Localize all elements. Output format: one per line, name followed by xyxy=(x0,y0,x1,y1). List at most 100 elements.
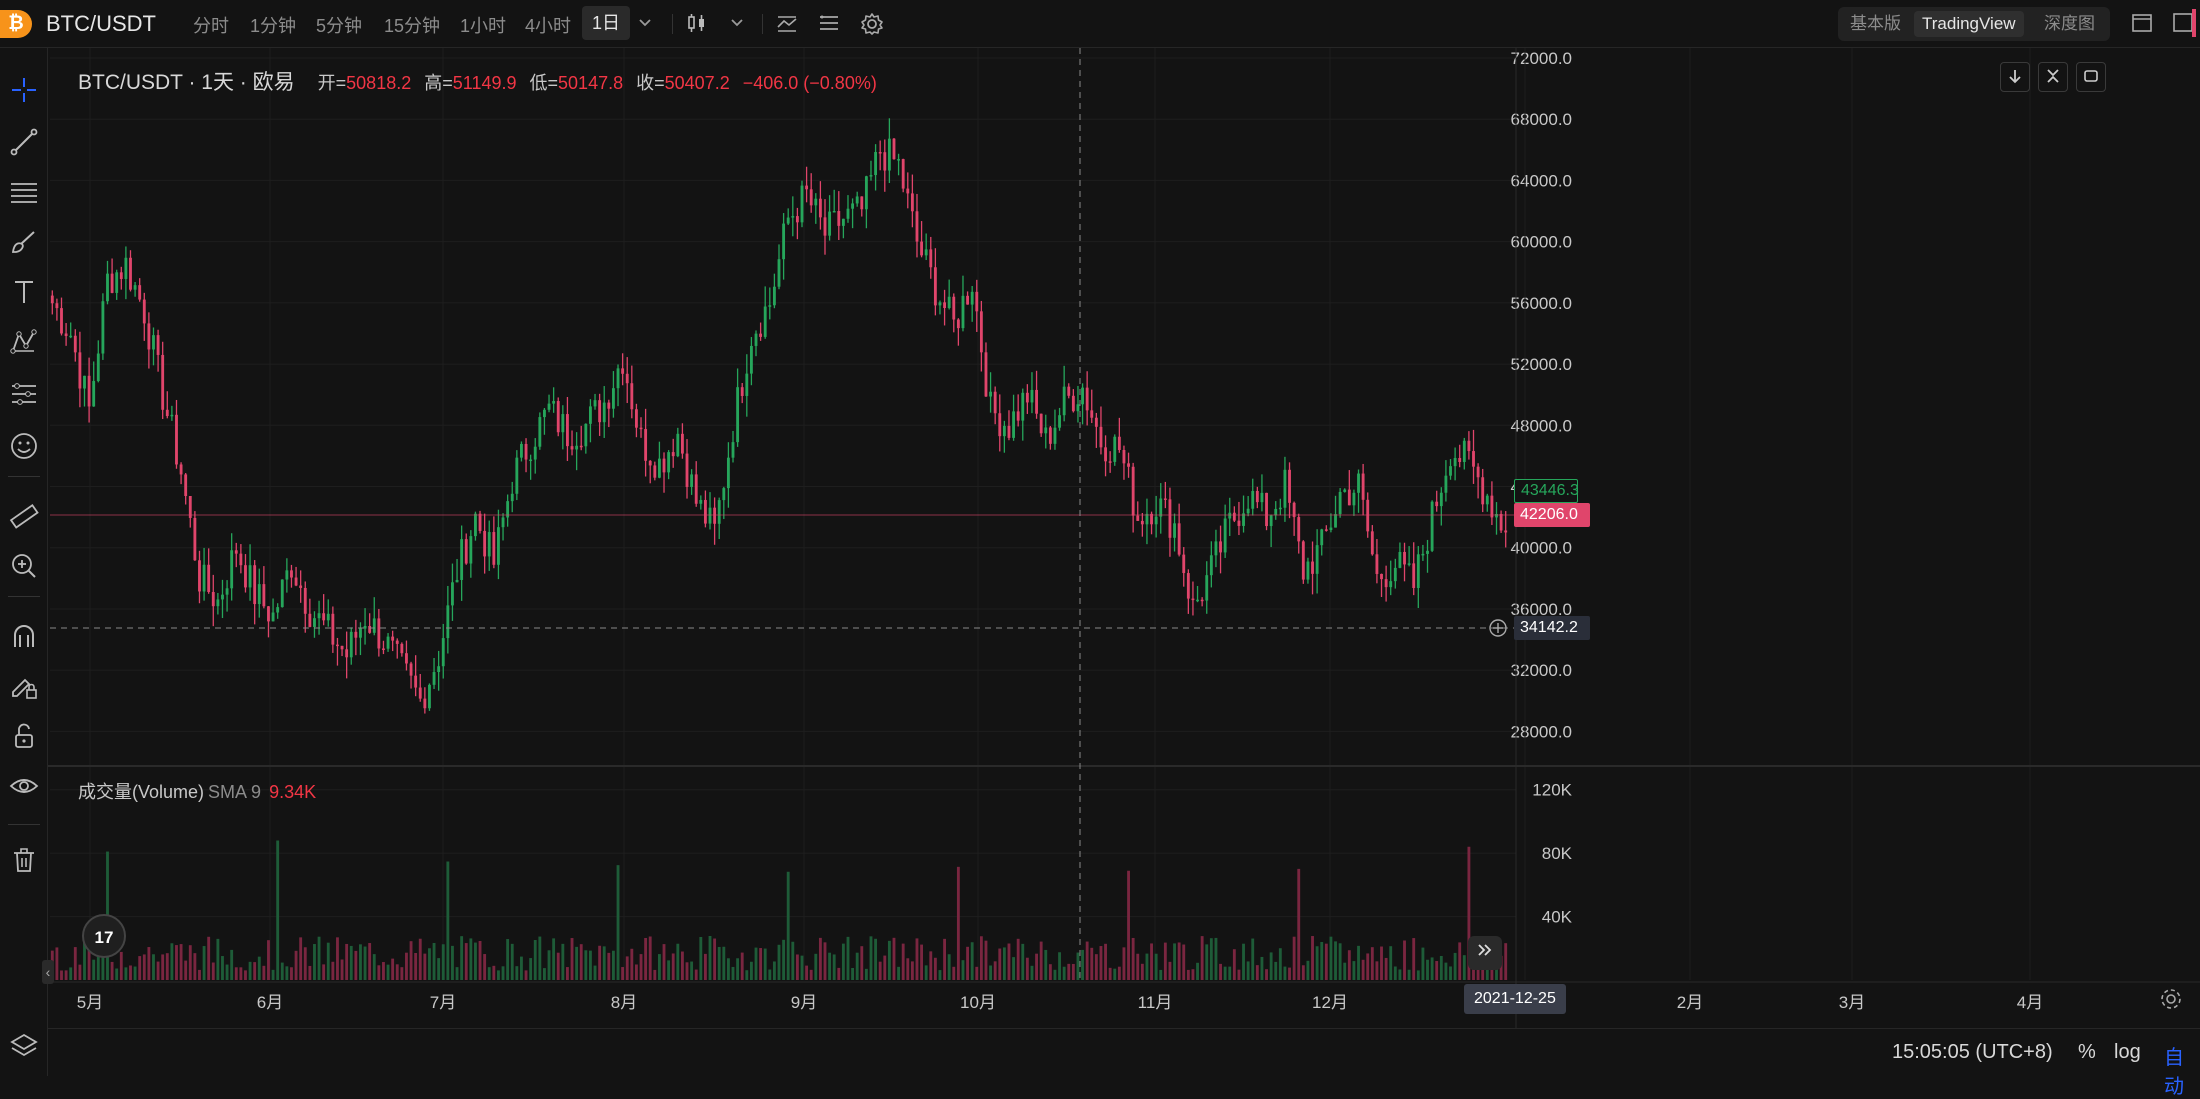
candle-body xyxy=(740,387,744,396)
pane-move-down-button[interactable] xyxy=(2000,62,2030,92)
timeframe-tick[interactable]: 分时 xyxy=(193,16,229,36)
eye-icon[interactable] xyxy=(4,766,44,806)
prediction-tool-icon[interactable] xyxy=(4,374,44,414)
timeframe-1d[interactable]: 1日 xyxy=(582,6,631,40)
timeframe-15m[interactable]: 15分钟 xyxy=(384,16,441,36)
toolbar-divider xyxy=(672,14,673,34)
pane-maximize-button[interactable] xyxy=(2076,62,2106,92)
stay-in-drawing-mode-icon[interactable] xyxy=(4,666,44,706)
candle-body xyxy=(267,606,270,622)
candle-body xyxy=(221,594,224,600)
volume-bar xyxy=(372,954,376,980)
volume-bar xyxy=(1117,966,1121,980)
candle-body xyxy=(308,613,312,627)
candlestick-chart[interactable]: 72000.0 68000.0 64000.0 60000.0 56000.0 52000… xyxy=(48,48,2200,1076)
candle-body xyxy=(96,353,100,382)
indicators-icon[interactable] xyxy=(776,12,798,40)
candle-body xyxy=(244,565,247,588)
layers-icon[interactable] xyxy=(4,1026,44,1066)
volume-bar xyxy=(345,943,349,980)
volume-bar xyxy=(1228,966,1232,980)
scroll-to-realtime-button[interactable] xyxy=(1468,936,1502,970)
ruler-tool-icon[interactable] xyxy=(4,496,44,536)
volume-bar xyxy=(405,952,408,980)
trend-line-tool-icon[interactable] xyxy=(4,122,44,162)
tradingview-logo-icon[interactable]: 17 xyxy=(82,914,126,958)
candle-type-icon[interactable] xyxy=(686,12,708,40)
emoji-tool-icon[interactable] xyxy=(4,426,44,466)
volume-bar xyxy=(506,939,510,980)
volume-bar xyxy=(368,943,372,980)
volume-bar xyxy=(924,965,928,980)
view-basic-tab[interactable]: 基本版 xyxy=(1850,14,1901,33)
volume-bar xyxy=(1435,961,1439,980)
volume-bar xyxy=(60,970,63,980)
clock-timezone[interactable]: 15:05:05 (UTC+8) xyxy=(1892,1041,2053,1063)
candle-body xyxy=(956,319,960,329)
pattern-tool-icon[interactable] xyxy=(4,322,44,362)
volume-bar xyxy=(1104,943,1107,980)
volume-bar xyxy=(1071,963,1075,980)
window-layout-icon[interactable] xyxy=(2130,11,2154,41)
fullscreen-icon[interactable] xyxy=(2172,9,2196,43)
view-switcher: 基本版 TradingView 深度图 xyxy=(1838,7,2110,41)
add-alert-plus-icon[interactable] xyxy=(1488,618,1508,638)
pane-collapse-button[interactable] xyxy=(2038,62,2068,92)
volume-bar xyxy=(1219,963,1222,980)
price-tick-label: 64000.0 xyxy=(1511,171,1572,190)
text-tool-icon[interactable] xyxy=(4,272,44,312)
legend-open-label: 开= xyxy=(317,73,347,93)
volume-bar xyxy=(754,947,758,980)
auto-scale-toggle[interactable]: 自动 xyxy=(2164,1047,2184,1098)
time-tick-label: 6月 xyxy=(257,993,283,1012)
collapse-toolbar-chevron-icon[interactable]: ‹ xyxy=(42,960,54,984)
candle-body xyxy=(1223,518,1227,553)
timeframe-1m[interactable]: 1分钟 xyxy=(250,16,297,36)
chart-settings-list-icon[interactable] xyxy=(818,12,840,40)
view-depth-tab[interactable]: 深度图 xyxy=(2044,14,2095,33)
volume-bar xyxy=(239,967,243,980)
view-tradingview-tab[interactable]: TradingView xyxy=(1914,11,2024,37)
magnet-icon[interactable] xyxy=(4,616,44,656)
chart-area[interactable]: 72000.0 68000.0 64000.0 60000.0 56000.0 52000… xyxy=(42,48,2200,1098)
volume-bar xyxy=(446,861,450,980)
percent-scale-toggle[interactable]: % xyxy=(2078,1041,2096,1063)
trash-icon[interactable] xyxy=(4,840,44,880)
volume-bar xyxy=(1380,946,1383,980)
time-tick-label: 2月 xyxy=(1677,993,1703,1012)
gear-icon[interactable] xyxy=(860,12,884,42)
volume-bar xyxy=(1232,949,1236,980)
log-scale-toggle[interactable]: log xyxy=(2114,1041,2141,1063)
timeframe-4h[interactable]: 4小时 xyxy=(525,16,572,36)
candle-body xyxy=(1343,489,1347,492)
price-tick-label: 32000.0 xyxy=(1511,661,1572,680)
timeframe-1h[interactable]: 1小时 xyxy=(460,16,507,36)
candle-body xyxy=(1389,581,1393,588)
candle-body xyxy=(736,387,740,443)
volume-bar xyxy=(207,936,211,980)
candle-body xyxy=(1357,473,1360,493)
candle-body xyxy=(1338,491,1342,515)
candle-body xyxy=(680,433,684,454)
volume-bar xyxy=(464,943,468,980)
price-tick-label: 72000.0 xyxy=(1511,49,1572,68)
candle-type-chevron-icon[interactable] xyxy=(730,12,744,35)
time-axis-settings-icon[interactable] xyxy=(2158,986,2184,1012)
volume-bar xyxy=(152,954,155,980)
fib-lines-tool-icon[interactable] xyxy=(4,172,44,212)
lock-icon[interactable] xyxy=(4,716,44,756)
brush-tool-icon[interactable] xyxy=(4,222,44,262)
crosshair-tool-icon[interactable] xyxy=(4,70,44,110)
volume-bar xyxy=(566,967,569,980)
volume-bar xyxy=(1205,944,1209,980)
volume-bar xyxy=(69,967,73,980)
candle-body xyxy=(1329,527,1333,531)
volume-bar xyxy=(1439,955,1443,980)
volume-bar xyxy=(262,965,266,980)
symbol-title[interactable]: BTC/USDT xyxy=(46,11,156,36)
candle-body xyxy=(1375,554,1379,574)
volume-label: 成交量(Volume) xyxy=(78,782,205,802)
timeframe-dropdown-chevron-icon[interactable] xyxy=(638,12,652,35)
timeframe-5m[interactable]: 5分钟 xyxy=(316,16,363,36)
zoom-in-icon[interactable] xyxy=(4,546,44,586)
